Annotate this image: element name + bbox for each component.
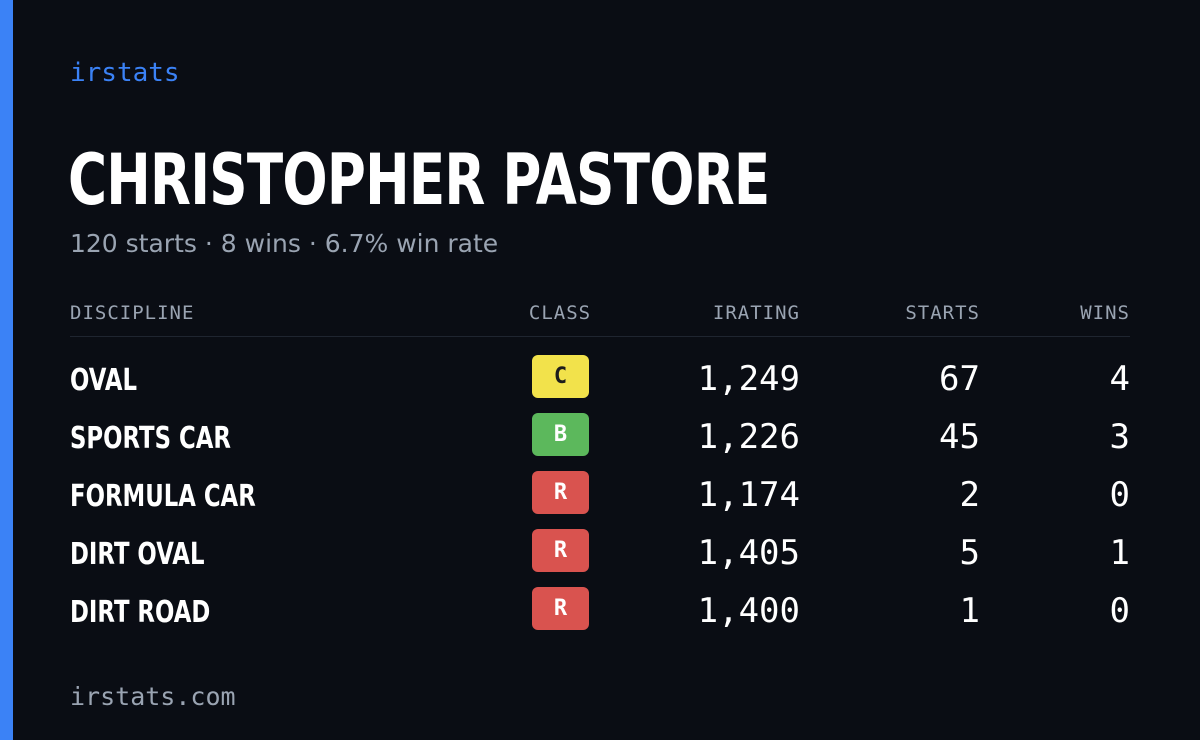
discipline-name: SPORTS CAR	[70, 421, 231, 456]
starts-value: 45	[939, 417, 980, 457]
discipline-name: FORMULA CAR	[70, 479, 256, 514]
table-row: OVAL C 1,249 67 4	[70, 337, 1130, 399]
irating-value: 1,400	[697, 591, 800, 631]
driver-summary: 120 starts · 8 wins · 6.7% win rate	[70, 226, 498, 262]
irating-value: 1,405	[697, 533, 800, 573]
wins-value: 0	[1109, 591, 1130, 631]
starts-value: 1	[959, 591, 980, 631]
summary-win-rate: 6.7% win rate	[324, 229, 499, 258]
summary-wins: 8 wins	[220, 229, 301, 258]
discipline-name: DIRT ROAD	[70, 595, 211, 630]
discipline-name: DIRT OVAL	[70, 537, 205, 572]
header-wins: WINS	[1080, 302, 1130, 324]
brand-logo-text: irstats	[70, 58, 180, 88]
irating-value: 1,226	[697, 417, 800, 457]
header-irating: IRATING	[712, 302, 800, 324]
discipline-name: OVAL	[70, 363, 138, 398]
table-row: FORMULA CAR R 1,174 2 0	[70, 453, 1130, 515]
summary-starts: 120 starts	[70, 229, 197, 258]
summary-separator: ·	[300, 229, 325, 258]
license-class-badge: R	[532, 587, 589, 630]
table-row: DIRT ROAD R 1,400 1 0	[70, 569, 1130, 631]
table-row: DIRT OVAL R 1,405 5 1	[70, 511, 1130, 573]
header-class: CLASS	[528, 302, 592, 324]
header-starts: STARTS	[905, 302, 980, 324]
wins-value: 0	[1109, 475, 1130, 515]
starts-value: 67	[939, 359, 980, 399]
starts-value: 5	[959, 533, 980, 573]
license-class-badge: C	[532, 355, 589, 398]
wins-value: 3	[1109, 417, 1130, 457]
footer-url: irstats.com	[70, 682, 236, 711]
header-discipline: DISCIPLINE	[70, 302, 195, 324]
driver-name-heading: CHRISTOPHER PASTORE	[68, 139, 770, 221]
table-header: DISCIPLINE CLASS IRATING STARTS WINS	[70, 296, 1130, 337]
license-class-badge: R	[532, 471, 589, 514]
irating-value: 1,174	[697, 475, 800, 515]
license-class-badge: R	[532, 529, 589, 572]
summary-separator: ·	[196, 229, 221, 258]
starts-value: 2	[959, 475, 980, 515]
wins-value: 4	[1109, 359, 1130, 399]
wins-value: 1	[1109, 533, 1130, 573]
table-row: SPORTS CAR B 1,226 45 3	[70, 395, 1130, 457]
stats-table: DISCIPLINE CLASS IRATING STARTS WINS OVA…	[70, 296, 1130, 631]
accent-bar	[0, 0, 13, 740]
license-class-badge: B	[532, 413, 589, 456]
irating-value: 1,249	[697, 359, 800, 399]
